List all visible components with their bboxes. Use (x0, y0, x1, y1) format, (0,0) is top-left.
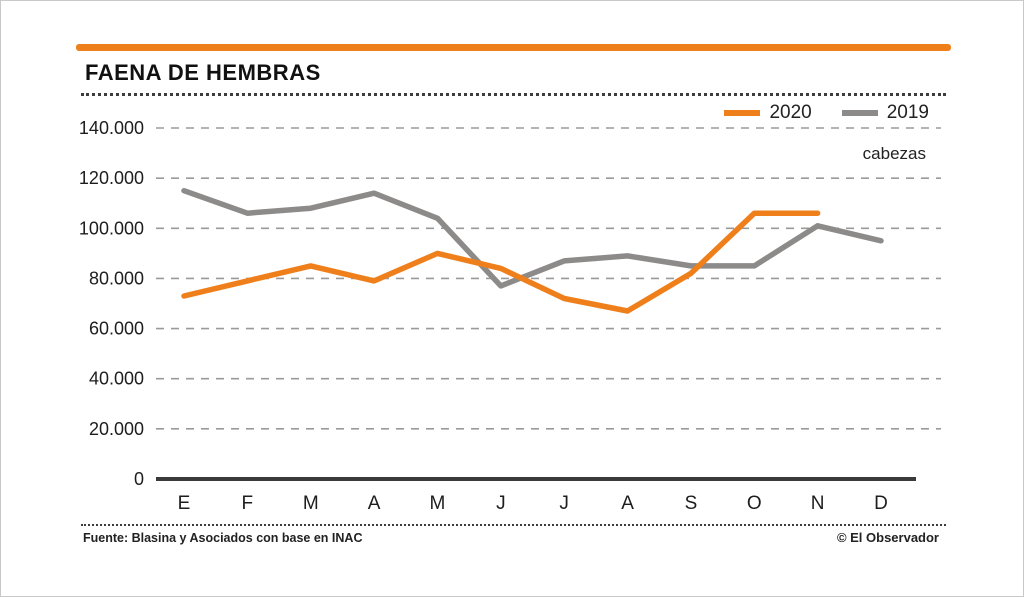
y-tick-label: 40.000 (89, 369, 144, 389)
x-tick-label: J (496, 493, 506, 514)
x-tick-label: D (874, 493, 888, 514)
legend: 2020 2019 (724, 102, 929, 124)
source-text: Fuente: Blasina y Asociados con base en … (83, 531, 363, 545)
legend-swatch-2019 (841, 110, 878, 116)
legend-item-2020: 2020 (724, 102, 812, 124)
x-tick-label: N (811, 493, 825, 514)
line-chart: 0 20.000 40.000 60.000 80.000 100.000 120.000 1… (79, 118, 941, 514)
x-tick-label: M (303, 493, 319, 514)
legend-swatch-2020 (724, 110, 761, 116)
x-tick-label: A (621, 493, 634, 514)
y-tick-label: 100.000 (79, 218, 144, 238)
footer-separator (81, 524, 946, 526)
y-tick-label: 20.000 (89, 419, 144, 439)
x-tick-label: J (559, 493, 569, 514)
x-tick-label: F (242, 493, 254, 514)
y-tick-label: 80.000 (89, 268, 144, 288)
series-line-2020 (181, 210, 821, 314)
series-line-2019 (181, 187, 884, 289)
y-tick-label: 0 (134, 469, 144, 489)
x-tick-label: M (430, 493, 446, 514)
legend-item-2019: 2019 (841, 102, 929, 124)
legend-label-2019: 2019 (886, 102, 929, 123)
y-tick-label: 60.000 (89, 319, 144, 339)
credit-text: © El Observador (836, 530, 939, 545)
chart-title: FAENA DE HEMBRAS (85, 60, 321, 85)
top-accent-bar (76, 44, 951, 51)
unit-label: cabezas (862, 144, 926, 163)
x-tick-label: S (685, 493, 698, 514)
title-separator (81, 93, 946, 96)
x-tick-label: A (368, 493, 381, 514)
y-tick-label: 140.000 (79, 118, 144, 138)
x-tick-label: O (747, 493, 762, 514)
x-tick-label: E (178, 493, 191, 514)
y-tick-label: 120.000 (79, 168, 144, 188)
legend-label-2020: 2020 (769, 102, 812, 123)
